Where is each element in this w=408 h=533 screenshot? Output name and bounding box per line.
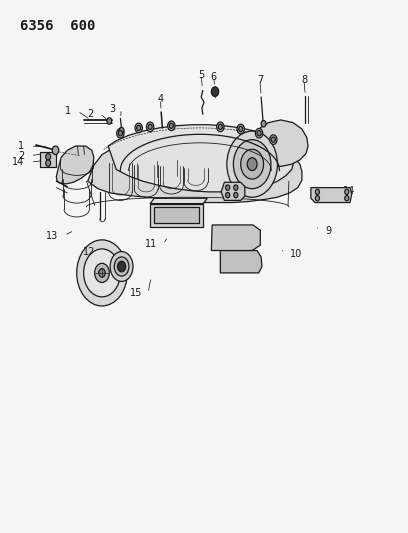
Circle shape (169, 123, 173, 128)
Text: 6356  600: 6356 600 (20, 19, 96, 33)
Text: 1: 1 (18, 141, 24, 151)
Text: 12: 12 (83, 247, 95, 256)
Text: 13: 13 (46, 231, 58, 240)
Circle shape (168, 121, 175, 131)
Circle shape (146, 122, 154, 132)
Circle shape (211, 87, 219, 96)
Circle shape (99, 269, 105, 277)
Text: 2: 2 (18, 151, 24, 160)
Circle shape (114, 257, 129, 276)
Circle shape (241, 149, 264, 179)
Text: 14: 14 (343, 187, 355, 196)
Polygon shape (154, 207, 199, 223)
Circle shape (239, 126, 243, 132)
Circle shape (137, 125, 141, 131)
Polygon shape (150, 198, 207, 204)
Circle shape (261, 120, 266, 127)
Text: 8: 8 (301, 75, 307, 85)
Text: 1: 1 (65, 106, 71, 116)
Circle shape (315, 189, 319, 195)
Polygon shape (220, 251, 262, 273)
Circle shape (118, 261, 126, 272)
Text: 5: 5 (198, 70, 204, 79)
Circle shape (257, 131, 261, 136)
Circle shape (226, 192, 230, 198)
Polygon shape (311, 188, 352, 203)
Circle shape (118, 131, 122, 136)
Polygon shape (258, 120, 308, 166)
Text: 7: 7 (257, 75, 263, 85)
Circle shape (46, 154, 51, 160)
Circle shape (255, 128, 263, 138)
Text: 3: 3 (109, 104, 115, 114)
Text: 4: 4 (157, 94, 164, 104)
Text: 2: 2 (88, 109, 94, 118)
Circle shape (247, 158, 257, 171)
Circle shape (46, 160, 51, 166)
Text: 6: 6 (211, 72, 217, 82)
Text: 15: 15 (130, 288, 142, 298)
Circle shape (234, 192, 238, 198)
Circle shape (84, 249, 120, 297)
Polygon shape (211, 225, 260, 251)
Polygon shape (108, 125, 294, 192)
Circle shape (52, 146, 59, 155)
Circle shape (233, 140, 271, 189)
Circle shape (345, 189, 349, 195)
Text: 9: 9 (325, 226, 331, 236)
Circle shape (218, 124, 222, 130)
Circle shape (315, 196, 319, 201)
Circle shape (217, 122, 224, 132)
Circle shape (117, 128, 124, 138)
Circle shape (234, 185, 238, 190)
Circle shape (95, 263, 109, 282)
Circle shape (77, 240, 127, 306)
Circle shape (110, 252, 133, 281)
Polygon shape (150, 204, 203, 227)
Polygon shape (56, 146, 94, 184)
Circle shape (345, 196, 349, 201)
Circle shape (227, 131, 277, 197)
Text: 14: 14 (12, 157, 24, 167)
Circle shape (271, 137, 275, 142)
Text: 10: 10 (290, 249, 302, 259)
Polygon shape (40, 152, 56, 167)
Polygon shape (88, 138, 302, 203)
Circle shape (226, 185, 230, 190)
Circle shape (119, 127, 124, 134)
Circle shape (270, 135, 277, 144)
Polygon shape (221, 182, 245, 200)
Circle shape (237, 124, 244, 134)
Text: 11: 11 (145, 239, 157, 249)
Circle shape (148, 124, 152, 130)
Circle shape (135, 123, 142, 133)
Circle shape (107, 118, 112, 124)
